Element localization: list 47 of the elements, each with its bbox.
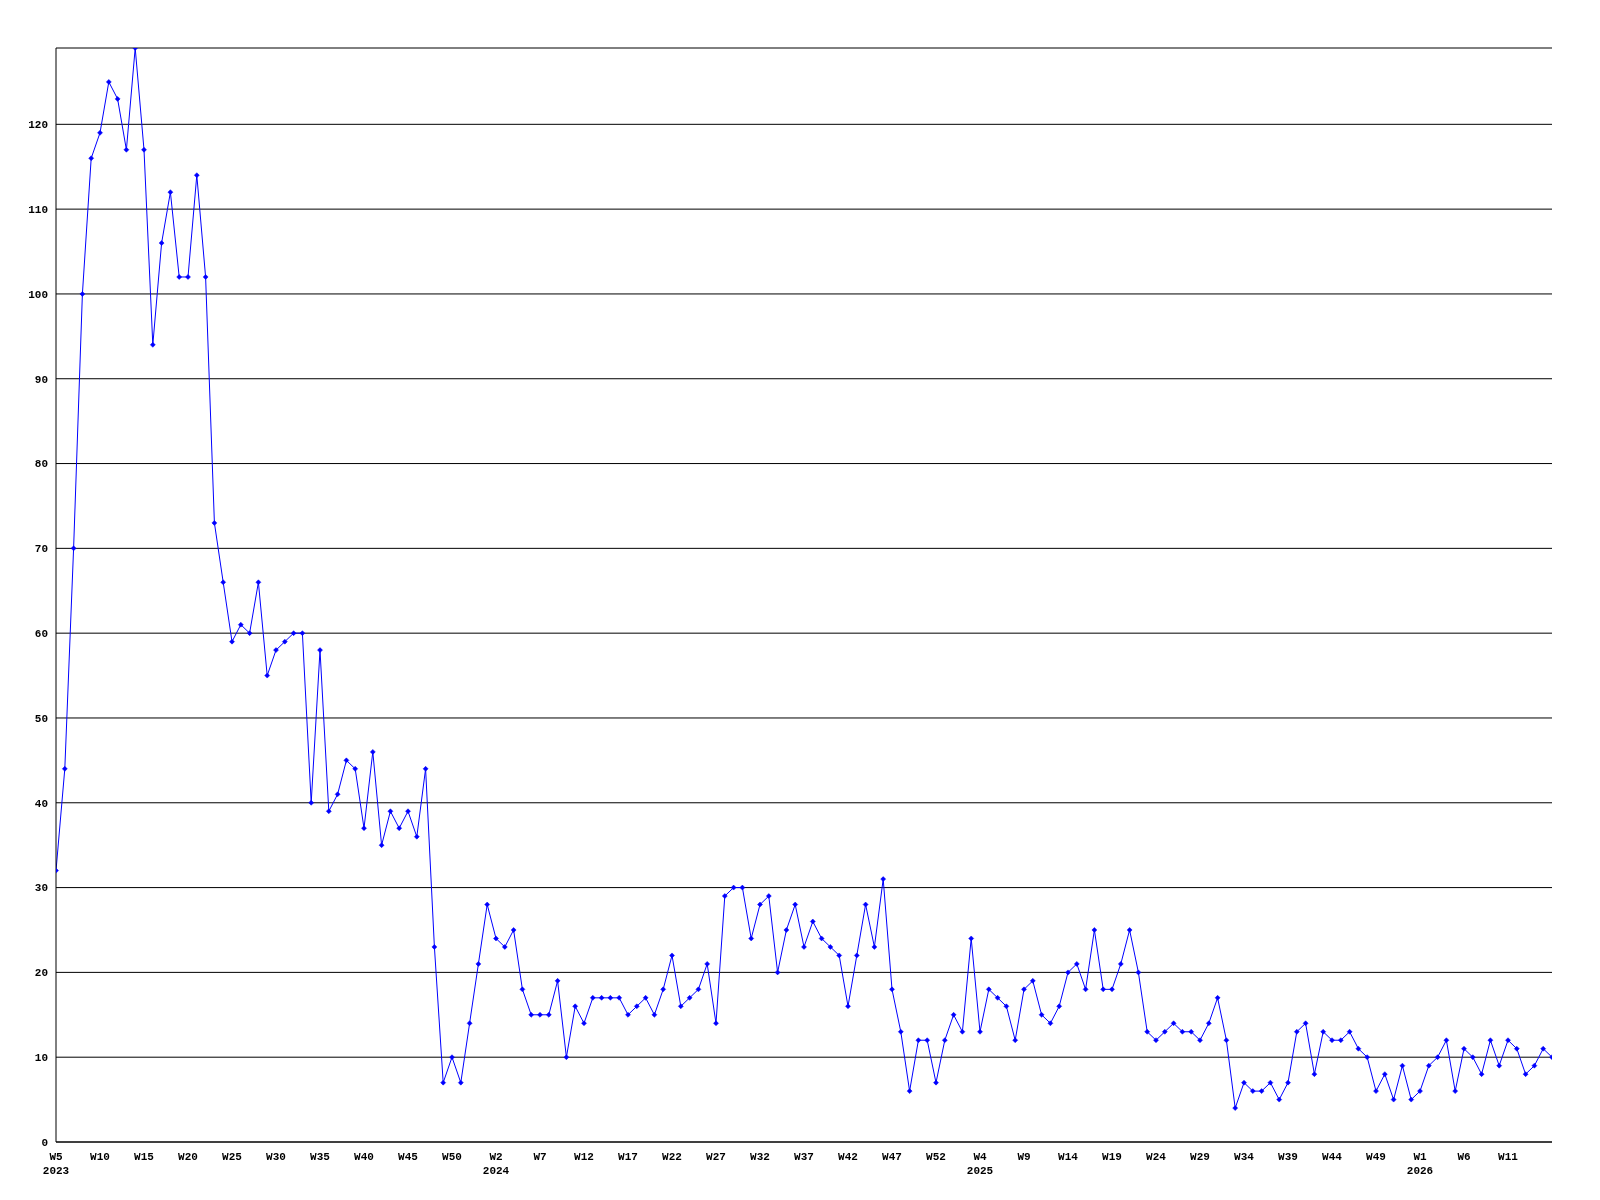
x-tick-label: W5 2023 xyxy=(42,1151,70,1177)
y-tick-label: 0 xyxy=(41,1136,48,1149)
x-tick-label: W29 xyxy=(1190,1151,1210,1163)
y-tick-label: 100 xyxy=(28,288,48,301)
x-tick-label: W52 xyxy=(926,1151,946,1163)
y-tick-label: 30 xyxy=(34,882,48,895)
x-tick-label: W37 xyxy=(794,1151,814,1163)
x-tick-label: W22 xyxy=(662,1151,682,1163)
y-tick-label: 40 xyxy=(34,797,48,810)
x-tick-label: W40 xyxy=(354,1151,374,1163)
y-tick-label: 20 xyxy=(34,967,48,980)
x-tick-label: W9 xyxy=(1017,1151,1031,1163)
x-tick-label: W32 xyxy=(750,1151,770,1163)
x-tick-label: W2 2024 xyxy=(482,1151,510,1177)
x-tick-label: W11 xyxy=(1498,1151,1519,1163)
x-tick-label: W7 xyxy=(533,1151,547,1163)
y-tick-label: 110 xyxy=(28,204,48,217)
x-tick-label: W50 xyxy=(442,1151,462,1163)
y-tick-label: 50 xyxy=(34,712,48,725)
x-tick-label: W24 xyxy=(1146,1151,1167,1163)
y-tick-label: 60 xyxy=(34,628,48,641)
x-tick-label: W19 xyxy=(1102,1151,1122,1163)
x-tick-label: W14 xyxy=(1058,1151,1079,1163)
x-tick-label: W4 2025 xyxy=(966,1151,994,1177)
x-tick-label: W34 xyxy=(1234,1151,1255,1163)
x-tick-label: W17 xyxy=(618,1151,638,1163)
x-tick-label: W49 xyxy=(1366,1151,1386,1163)
x-tick-label: W44 xyxy=(1322,1151,1343,1163)
x-tick-label: W27 xyxy=(706,1151,726,1163)
y-tick-label: 120 xyxy=(28,119,48,132)
x-tick-label: W45 xyxy=(398,1151,419,1163)
y-tick-label: 90 xyxy=(34,373,48,386)
x-tick-label: W42 xyxy=(838,1151,858,1163)
x-tick-label: W12 xyxy=(574,1151,594,1163)
x-tick-label: W6 xyxy=(1457,1151,1471,1163)
y-tick-label: 80 xyxy=(34,458,48,471)
y-tick-label: 10 xyxy=(34,1052,48,1065)
x-tick-label: W10 xyxy=(90,1151,110,1163)
x-tick-label: W47 xyxy=(882,1151,902,1163)
x-tick-label: W1 2026 xyxy=(1406,1151,1434,1177)
y-tick-label: 70 xyxy=(34,543,48,556)
x-tick-label: W30 xyxy=(266,1151,286,1163)
x-tick-label: W35 xyxy=(310,1151,331,1163)
x-tick-label: W25 xyxy=(222,1151,243,1163)
x-tick-label: W39 xyxy=(1278,1151,1298,1163)
x-tick-label: W15 xyxy=(134,1151,155,1163)
x-tick-label: W20 xyxy=(178,1151,198,1163)
